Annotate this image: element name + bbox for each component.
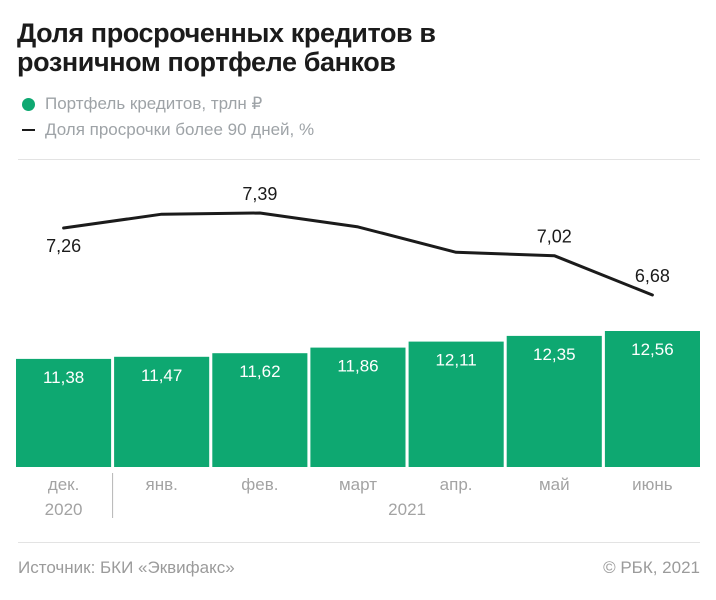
legend-label-portfolio: Портфель кредитов, трлн ₽ — [45, 94, 263, 113]
line-value-label: 7,26 — [46, 236, 81, 256]
legend-dot-icon — [22, 97, 35, 111]
line-value-label: 7,39 — [242, 184, 277, 204]
bar-value-label: 12,35 — [533, 345, 576, 364]
legend: Портфель кредитов, трлн ₽ Доля просрочки… — [22, 94, 315, 139]
footer-divider — [18, 542, 700, 543]
bar-value-label: 12,56 — [631, 340, 674, 359]
bar-value-label: 11,47 — [141, 366, 182, 385]
bar-фев. — [212, 353, 308, 467]
legend-dash-icon — [22, 128, 35, 132]
x-axis-month-label: июнь — [632, 475, 673, 494]
x-axis-month-label: фев. — [241, 475, 278, 494]
x-axis-month-label: март — [339, 475, 377, 494]
bar-value-label: 11,38 — [43, 368, 84, 387]
x-axis-month-label: дек. — [48, 475, 80, 494]
x-axis-month-label: май — [539, 475, 570, 494]
line-value-label: 7,02 — [537, 227, 572, 247]
chart-title: Доля просроченных кредитов в розничном п… — [17, 18, 436, 78]
combo-chart: 11,38 дек. 11,47 янв. 11,62 фев. 11,86 март 12,1… — [16, 184, 700, 519]
bar-value-label: 12,11 — [435, 351, 476, 370]
bar-value-label: 11,62 — [239, 362, 280, 381]
legend-label-overdue: Доля просрочки более 90 дней, % — [45, 120, 315, 139]
bar-янв. — [114, 356, 210, 467]
bar-июнь — [604, 331, 700, 467]
overdue-line — [62, 211, 654, 297]
bar-дек. — [16, 358, 112, 467]
bar-март — [310, 347, 406, 467]
x-axis-month-label: апр. — [440, 475, 473, 494]
line-value-label: 6,68 — [635, 266, 670, 286]
bar-май — [506, 335, 602, 467]
legend-item-portfolio: Портфель кредитов, трлн ₽ — [22, 94, 314, 113]
x-axis-year-label: 2020 — [45, 500, 83, 519]
bar-апр. — [408, 341, 504, 467]
header-divider — [18, 159, 700, 160]
x-axis-year-label: 2021 — [388, 500, 426, 519]
x-axis-month-label: янв. — [146, 475, 178, 494]
copyright-note: © РБК, 2021 — [603, 558, 700, 577]
source-note: Источник: БКИ «Эквифакс» — [18, 558, 235, 577]
legend-item-overdue: Доля просрочки более 90 дней, % — [22, 120, 315, 139]
bar-value-label: 11,86 — [337, 357, 378, 376]
